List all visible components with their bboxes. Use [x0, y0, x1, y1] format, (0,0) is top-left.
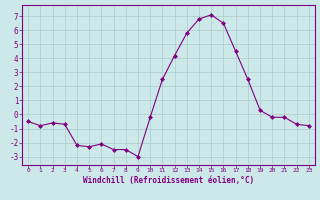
- X-axis label: Windchill (Refroidissement éolien,°C): Windchill (Refroidissement éolien,°C): [83, 176, 254, 185]
